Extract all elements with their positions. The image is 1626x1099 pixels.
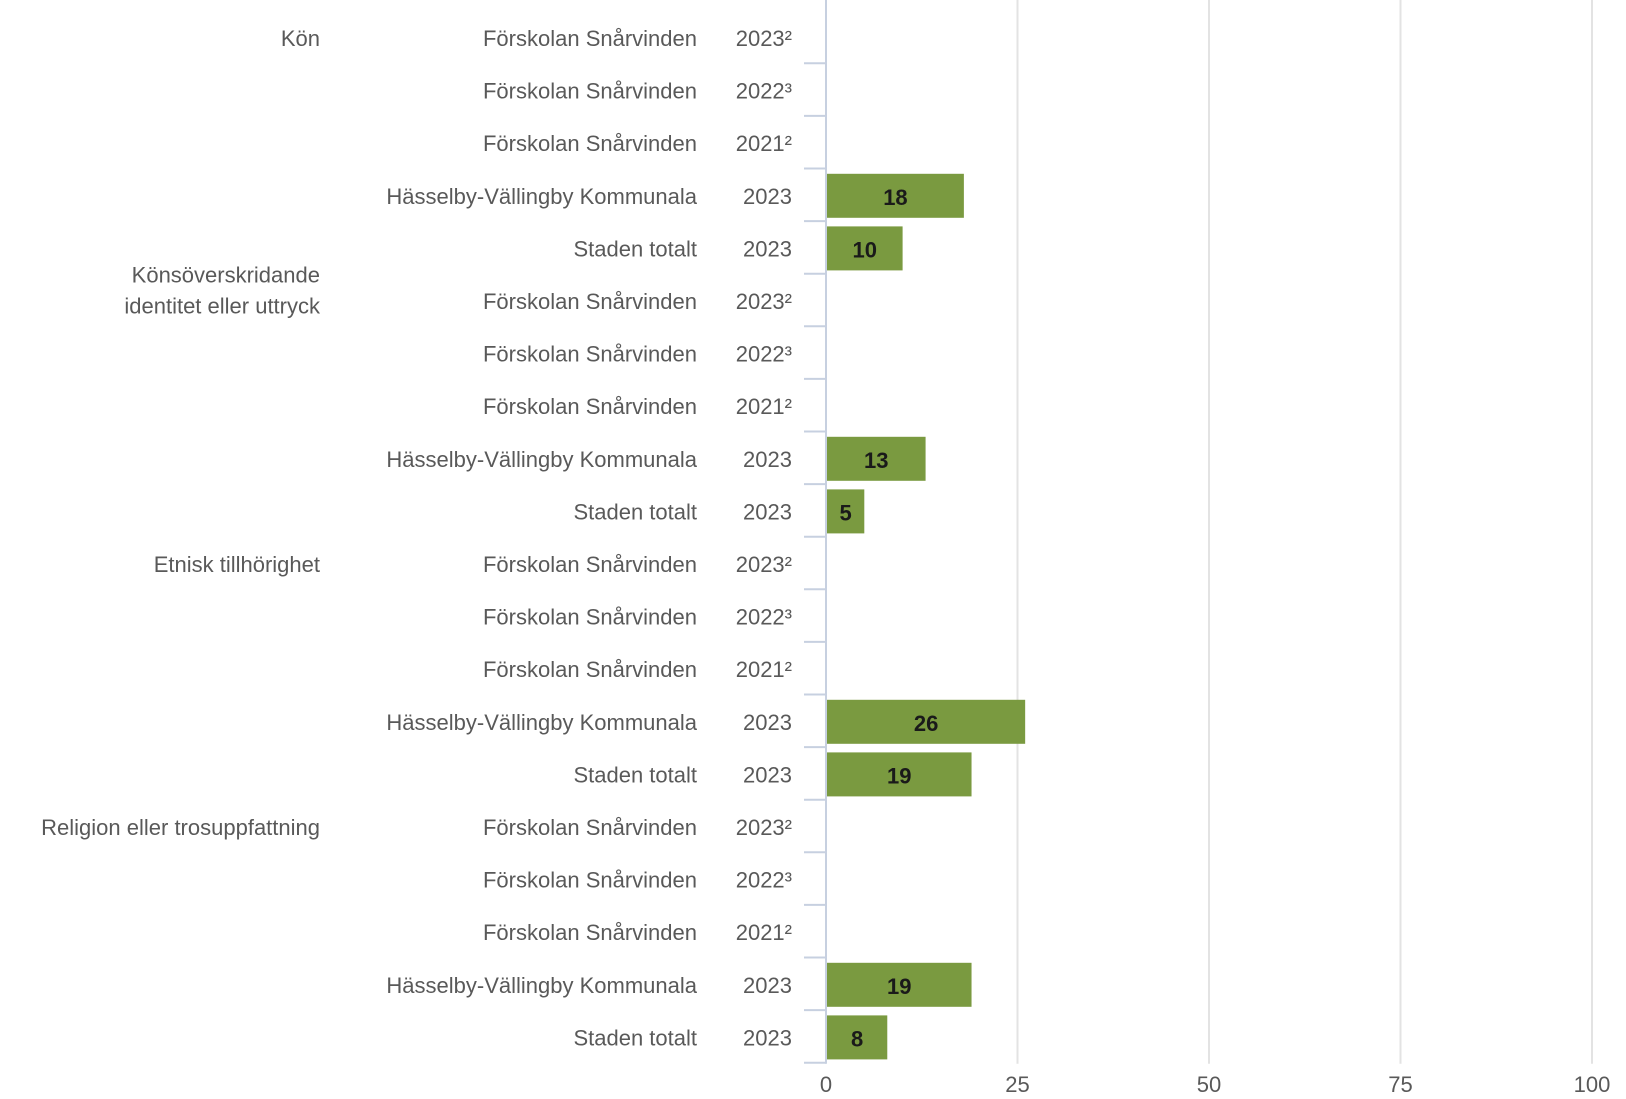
bar <box>827 489 865 534</box>
x-tick-label: 50 <box>1197 1072 1221 1097</box>
row-year-label: 2022³ <box>736 79 792 104</box>
row-year-label: 2023 <box>743 499 792 524</box>
bar-value-label: 18 <box>883 185 907 210</box>
row-entity-label: Förskolan Snårvinden <box>483 552 697 577</box>
row-entity-label: Förskolan Snårvinden <box>483 920 697 945</box>
row-entity-label: Staden totalt <box>573 236 697 261</box>
row-entity-label: Förskolan Snårvinden <box>483 26 697 51</box>
bar-value-label: 19 <box>887 974 911 999</box>
row-year-label: 2023² <box>736 815 792 840</box>
bar <box>827 962 972 1007</box>
row-year-label: 2023² <box>736 289 792 314</box>
group-label: Könsöverskridande <box>132 262 320 287</box>
row-year-label: 2021² <box>736 131 792 156</box>
row-entity-label: Förskolan Snårvinden <box>483 289 697 314</box>
row-entity-label: Förskolan Snårvinden <box>483 605 697 630</box>
row-entity-label: Förskolan Snårvinden <box>483 131 697 156</box>
row-year-label: 2023 <box>743 762 792 787</box>
bar-value-label: 26 <box>914 711 938 736</box>
row-entity-label: Hässelby-Vällingby Kommunala <box>386 710 697 735</box>
row-year-label: 2023 <box>743 184 792 209</box>
x-tick-label: 0 <box>820 1072 832 1097</box>
row-year-label: 2023 <box>743 236 792 261</box>
x-axis-ticks: 0 25 50 75 100 <box>820 1072 1610 1097</box>
x-tick-label: 100 <box>1574 1072 1611 1097</box>
row-entity-label: Hässelby-Vällingby Kommunala <box>386 184 697 209</box>
row-entity-label: Staden totalt <box>573 1025 697 1050</box>
group-label: Etnisk tillhörighet <box>154 552 320 577</box>
bar <box>827 1015 888 1060</box>
row-year-label: 2023 <box>743 710 792 735</box>
x-tick-label: 75 <box>1388 1072 1412 1097</box>
row-year-label: 2021² <box>736 394 792 419</box>
row-year-label: 2021² <box>736 920 792 945</box>
bar-value-label: 8 <box>851 1026 863 1051</box>
bar <box>827 699 1026 744</box>
bar-value-label: 5 <box>840 500 852 525</box>
row-year-label: 2023² <box>736 552 792 577</box>
row-year-label: 2023 <box>743 973 792 998</box>
row-entity-label: Förskolan Snårvinden <box>483 342 697 367</box>
row-year-label: 2022³ <box>736 868 792 893</box>
bars: 18 10 13 5 26 19 19 8 <box>827 173 1026 1060</box>
bar-value-label: 13 <box>864 448 888 473</box>
row-year-label: 2022³ <box>736 605 792 630</box>
group-label: Religion eller trosuppfattning <box>41 815 320 840</box>
row-entity-label: Förskolan Snårvinden <box>483 868 697 893</box>
group-label: Kön <box>281 26 320 51</box>
bar <box>827 173 964 218</box>
gridlines <box>1016 0 1593 1064</box>
row-year-label: 2021² <box>736 657 792 682</box>
bar <box>827 226 903 271</box>
row-entity-label: Staden totalt <box>573 499 697 524</box>
row-entity-label: Förskolan Snårvinden <box>483 657 697 682</box>
bar-value-label: 19 <box>887 763 911 788</box>
row-entity-label: Hässelby-Vällingby Kommunala <box>386 447 697 472</box>
bar <box>827 436 926 481</box>
row-year-label: 2023 <box>743 1025 792 1050</box>
row-year-label: 2022³ <box>736 342 792 367</box>
row-entity-label: Staden totalt <box>573 762 697 787</box>
y-axis <box>804 0 827 1064</box>
row-entity-label: Förskolan Snårvinden <box>483 394 697 419</box>
x-tick-label: 25 <box>1005 1072 1029 1097</box>
row-year-label: 2023² <box>736 26 792 51</box>
bar-value-label: 10 <box>853 237 877 262</box>
bar <box>827 752 972 797</box>
row-entity-label: Förskolan Snårvinden <box>483 815 697 840</box>
row-entity-label: Hässelby-Vällingby Kommunala <box>386 973 697 998</box>
row-year-label: 2023 <box>743 447 792 472</box>
group-label: identitet eller uttryck <box>124 293 321 318</box>
row-labels: Kön Förskolan Snårvinden 2023² Förskolan Sn… <box>41 26 792 1050</box>
row-entity-label: Förskolan Snårvinden <box>483 79 697 104</box>
